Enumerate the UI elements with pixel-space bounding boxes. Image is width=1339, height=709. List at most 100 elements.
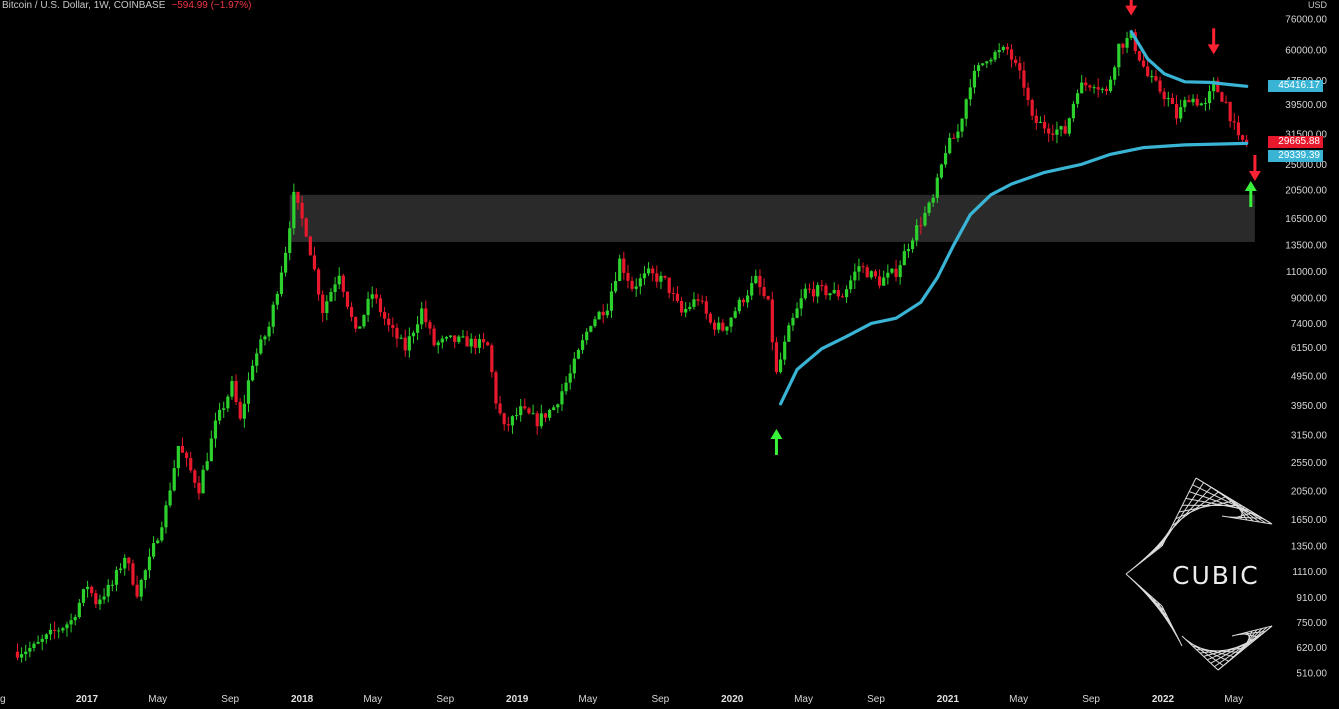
y-axis-tick-label: 2550.00 [1291, 458, 1328, 469]
candle-body [758, 275, 762, 288]
candle-body [960, 118, 964, 132]
cubic-logo-text: CUBIC [1172, 561, 1260, 590]
candle-body [288, 228, 292, 253]
x-axis-tick-label: May [1009, 694, 1028, 705]
candle-body [688, 306, 692, 309]
candle-body [246, 380, 251, 404]
candle-body [943, 153, 948, 165]
candle-body [816, 285, 820, 297]
candle-body [387, 318, 391, 326]
y-axis-tick-label: 60000.00 [1285, 45, 1327, 56]
x-axis-tick-label: 2018 [291, 694, 314, 705]
candle-body [1137, 51, 1142, 61]
candle-body [267, 326, 271, 337]
candle-body [197, 482, 201, 494]
candle-body [61, 628, 65, 631]
candle-body [160, 527, 164, 541]
candle-body [362, 315, 366, 327]
candle-body [910, 240, 915, 250]
x-axis-tick-label: May [363, 694, 382, 705]
candle-body [630, 280, 634, 289]
candle-body [48, 629, 53, 635]
candle-body [341, 275, 345, 292]
candle-body [972, 70, 977, 88]
candle-body [44, 634, 48, 639]
candle-body [374, 294, 378, 299]
x-axis-tick-label: 2022 [1152, 694, 1175, 705]
moving-average-line [779, 141, 1249, 406]
candle-body [733, 311, 737, 318]
candle-body [238, 401, 242, 419]
candle-body [927, 202, 931, 213]
candle-body [1055, 129, 1059, 135]
candle-body [1183, 100, 1187, 108]
candle-body [737, 299, 741, 312]
candle-body [494, 372, 498, 404]
candle-body [519, 406, 523, 416]
candle-body [184, 452, 189, 459]
candle-body [956, 131, 960, 139]
ma-upper-price-label: 45416.17 [1268, 80, 1323, 92]
candle-body [514, 415, 519, 417]
candle-body [820, 285, 824, 287]
x-axis-tick-label: Sep [867, 694, 885, 705]
candle-body [316, 269, 321, 295]
candle-body [1009, 49, 1014, 60]
candle-body [618, 258, 622, 282]
candle-body [110, 584, 114, 586]
candle-body [948, 137, 952, 154]
candle-body [1141, 60, 1146, 67]
candle-body [1026, 87, 1030, 100]
candle-body [729, 317, 733, 327]
candle-body [457, 336, 461, 342]
candle-body [102, 596, 106, 600]
candle-body [259, 339, 263, 354]
candle-body [189, 458, 193, 471]
candle-body [94, 593, 98, 605]
candle-body [807, 288, 812, 290]
candle-body [378, 298, 383, 313]
candle-body [609, 291, 614, 311]
candle-body [898, 265, 902, 278]
candle-body [696, 299, 700, 301]
candle-body [613, 281, 618, 292]
candle-body [770, 299, 774, 343]
candle-body [255, 353, 259, 366]
candle-body [663, 275, 667, 278]
candle-body [1096, 87, 1100, 90]
y-axis-tick-label: 750.00 [1296, 618, 1327, 629]
candle-body [1080, 82, 1084, 94]
candle-body [143, 570, 147, 580]
x-axis-tick-label: Sep [651, 694, 669, 705]
candle-body [931, 197, 935, 203]
candle-body [766, 295, 770, 300]
candle-body [679, 300, 684, 313]
candle-body [465, 336, 469, 347]
y-axis-tick-label: 11000.00 [1286, 267, 1327, 278]
candle-body [547, 409, 552, 418]
x-axis-tick-label: May [148, 694, 167, 705]
candle-body [906, 249, 911, 252]
candle-body [1121, 43, 1125, 48]
candle-body [477, 339, 482, 348]
candle-body [585, 331, 589, 341]
candle-body [1203, 103, 1208, 105]
candle-body [1125, 38, 1129, 48]
candle-body [73, 617, 77, 621]
candle-body [861, 266, 865, 268]
candle-body [939, 164, 944, 178]
x-axis-tick-label: Sep [436, 694, 454, 705]
candle-body [234, 381, 238, 402]
candle-body [382, 312, 387, 319]
candle-body [1220, 92, 1224, 102]
candle-body [1191, 98, 1195, 103]
candle-body [312, 255, 317, 270]
candle-body [1154, 76, 1158, 81]
candle-body [989, 59, 993, 62]
y-axis-tick-label: 7400.00 [1291, 319, 1328, 330]
last-price-label: 29665.88 [1268, 136, 1323, 148]
chart-header: Bitcoin / U.S. Dollar, 1W, COINBASE −594.… [2, 0, 251, 11]
candle-body [1113, 67, 1117, 80]
candle-body [857, 266, 861, 272]
y-axis-tick-label: 1650.00 [1291, 515, 1328, 526]
